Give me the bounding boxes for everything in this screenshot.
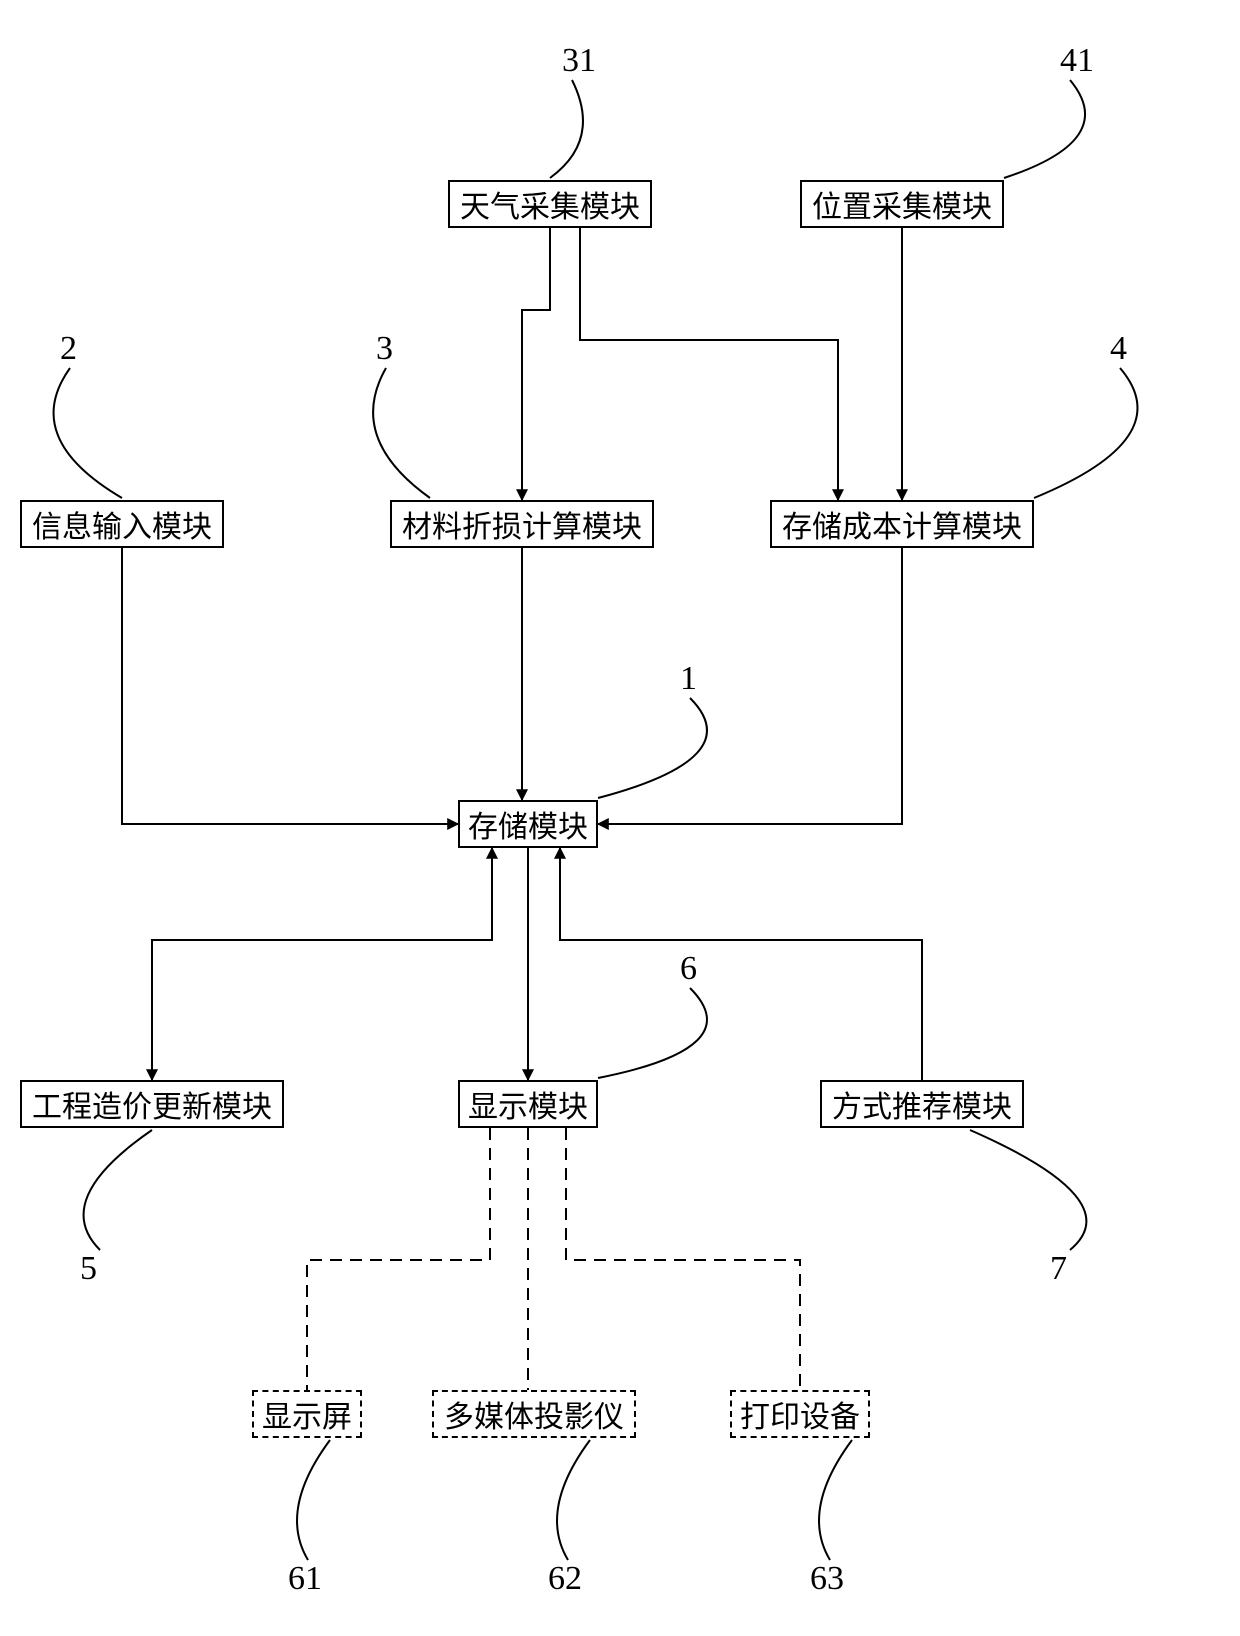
ref-label-6: 6 <box>680 950 697 988</box>
edge-n4-n1 <box>598 548 902 824</box>
node-n1: 存储模块 <box>458 800 598 848</box>
ref-label-3: 3 <box>376 330 393 368</box>
ref-leader-6 <box>598 988 707 1078</box>
ref-leader-5 <box>84 1130 152 1250</box>
node-n62: 多媒体投影仪 <box>432 1390 636 1438</box>
ref-label-7: 7 <box>1050 1250 1067 1288</box>
ref-label-1: 1 <box>680 660 697 698</box>
ref-label-2: 2 <box>60 330 77 368</box>
node-n31: 天气采集模块 <box>448 180 652 228</box>
ref-leader-1 <box>598 698 707 798</box>
node-n61: 显示屏 <box>252 1390 362 1438</box>
node-n3: 材料折损计算模块 <box>390 500 654 548</box>
ref-leader-31 <box>550 80 583 178</box>
edge-n2-n1 <box>122 548 458 824</box>
edge-n31-n4 <box>580 228 838 500</box>
ref-leader-62 <box>557 1440 590 1560</box>
edge-n31-n3 <box>522 228 550 500</box>
ref-leader-7 <box>970 1130 1086 1250</box>
node-label: 天气采集模块 <box>460 182 640 226</box>
edge-n7-n1 <box>560 848 922 1080</box>
ref-label-4: 4 <box>1110 330 1127 368</box>
ref-label-31: 31 <box>562 42 596 80</box>
node-n41: 位置采集模块 <box>800 180 1004 228</box>
node-label: 打印设备 <box>740 1392 860 1436</box>
ref-label-62: 62 <box>548 1560 582 1598</box>
node-n6: 显示模块 <box>458 1080 598 1128</box>
edge-n6-n61 <box>307 1128 490 1390</box>
ref-leader-3 <box>373 368 430 498</box>
ref-leader-4 <box>1034 368 1137 498</box>
node-label: 存储模块 <box>468 802 588 846</box>
edge-n5-n1 <box>152 848 492 1080</box>
ref-label-5: 5 <box>80 1250 97 1288</box>
ref-leader-41 <box>1004 80 1085 178</box>
node-label: 存储成本计算模块 <box>782 502 1022 546</box>
ref-label-63: 63 <box>810 1560 844 1598</box>
ref-leader-63 <box>819 1440 852 1560</box>
edge-n6-n63 <box>566 1128 800 1390</box>
node-label: 位置采集模块 <box>812 182 992 226</box>
node-n63: 打印设备 <box>730 1390 870 1438</box>
ref-leader-2 <box>54 368 122 498</box>
ref-leader-61 <box>297 1440 330 1560</box>
ref-label-41: 41 <box>1060 42 1094 80</box>
node-label: 工程造价更新模块 <box>32 1082 272 1126</box>
node-n2: 信息输入模块 <box>20 500 224 548</box>
node-n4: 存储成本计算模块 <box>770 500 1034 548</box>
node-label: 方式推荐模块 <box>832 1082 1012 1126</box>
node-n5: 工程造价更新模块 <box>20 1080 284 1128</box>
ref-label-61: 61 <box>288 1560 322 1598</box>
node-label: 显示模块 <box>468 1082 588 1126</box>
node-label: 材料折损计算模块 <box>402 502 642 546</box>
node-n7: 方式推荐模块 <box>820 1080 1024 1128</box>
node-label: 多媒体投影仪 <box>444 1392 624 1436</box>
node-label: 显示屏 <box>262 1392 352 1436</box>
node-label: 信息输入模块 <box>32 502 212 546</box>
diagram-canvas: 天气采集模块 位置采集模块信息输入模块 材料折损计算模块 存储成本计算模块存储模块工程… <box>0 0 1240 1636</box>
